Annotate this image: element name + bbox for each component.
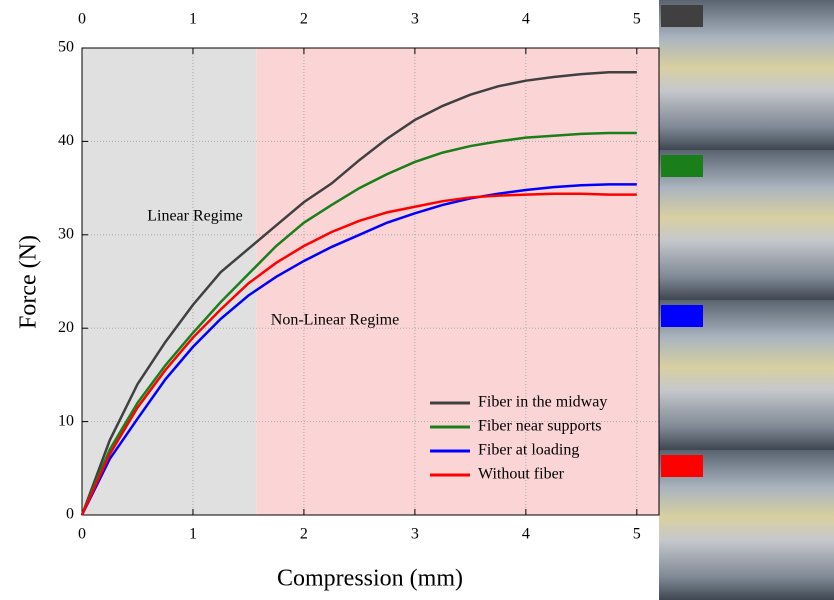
- shaded-region: [256, 48, 659, 515]
- x-tick-label-top: 4: [522, 11, 530, 28]
- y-tick-label: 20: [58, 319, 74, 336]
- photo-tag: [661, 5, 703, 27]
- x-tick-label-top: 3: [411, 11, 419, 28]
- data-line: [80, 131, 637, 516]
- x-tick-label: 1: [189, 526, 197, 543]
- legend-label: Fiber near supports: [478, 418, 602, 435]
- photo-tag: [661, 305, 703, 327]
- plot-frame: [81, 47, 660, 516]
- x-tick-label-top: 5: [633, 11, 641, 28]
- legend-label: Fiber in the midway: [478, 394, 607, 411]
- data-line: [80, 192, 637, 516]
- legend-label: Without fiber: [478, 466, 565, 483]
- x-tick-label-top: 0: [78, 11, 86, 28]
- y-tick-label: 10: [58, 412, 74, 429]
- y-tick-label: 30: [58, 225, 74, 242]
- photo-tag: [661, 455, 703, 477]
- x-tick-label: 2: [300, 526, 308, 543]
- y-tick-label: 40: [58, 132, 74, 149]
- x-tick-label: 4: [522, 526, 530, 543]
- data-line: [80, 183, 637, 516]
- x-axis-label: Compression (mm): [277, 566, 463, 592]
- photo-tag: [661, 155, 703, 177]
- y-tick-label: 50: [58, 39, 74, 56]
- y-axis-label: Force (N): [16, 235, 42, 329]
- x-tick-label: 0: [78, 526, 86, 543]
- x-tick-label: 3: [411, 526, 419, 543]
- data-line: [80, 71, 637, 516]
- region-label: Non-Linear Regime: [271, 312, 399, 329]
- region-label: Linear Regime: [147, 208, 243, 225]
- x-tick-label: 5: [633, 526, 641, 543]
- legend-label: Fiber at loading: [478, 442, 579, 459]
- photo-strip: [659, 0, 834, 600]
- x-tick-label-top: 1: [189, 11, 197, 28]
- y-tick-label: 0: [66, 506, 74, 523]
- x-tick-label-top: 2: [300, 11, 308, 28]
